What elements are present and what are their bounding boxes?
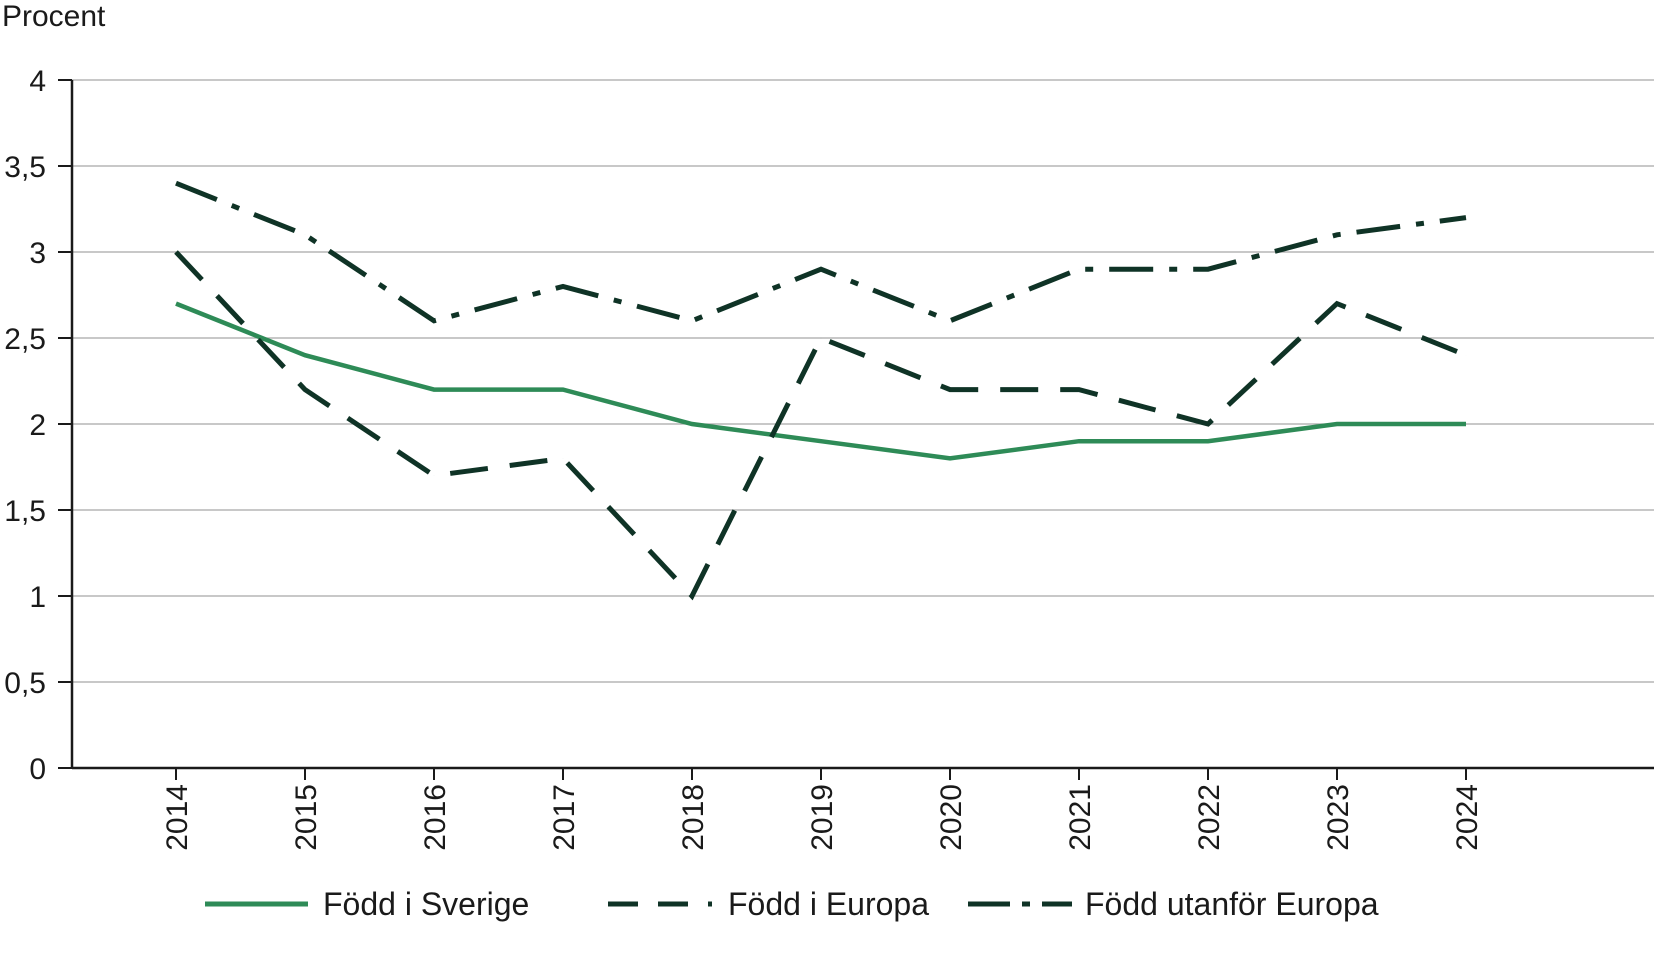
x-tick-label: 2015 (290, 784, 323, 851)
axes: Procent (2, 0, 1654, 770)
y-tick-label: 1 (29, 581, 46, 614)
x-tick-label: 2022 (1193, 784, 1226, 851)
x-tick-label: 2021 (1064, 784, 1097, 851)
x-tick-label: 2014 (161, 784, 194, 851)
x-tick-label: 2019 (806, 784, 839, 851)
x-tick-label: 2023 (1322, 784, 1355, 851)
legend: Född i Sverige Född i Europa Född utanför … (205, 886, 1379, 922)
x-tick-label: 2016 (419, 784, 452, 851)
series-line-2 (174, 250, 1467, 601)
y-tick-label: 3,5 (4, 151, 46, 184)
x-tick-label: 2024 (1451, 784, 1484, 851)
y-tick-label: 0 (29, 753, 46, 786)
y-axis-ticks: 0 0,5 1 1,5 2 2,5 3 3,5 4 (4, 65, 72, 786)
series-lines (174, 180, 1467, 601)
y-axis-title: Procent (2, 0, 106, 33)
legend-label-1: Född i Sverige (323, 886, 529, 922)
y-tick-label: 0,5 (4, 667, 46, 700)
x-tick-label: 2018 (677, 784, 710, 851)
legend-label-3: Född utanför Europa (1085, 886, 1379, 922)
y-tick-label: 2,5 (4, 323, 46, 356)
x-axis-ticks: 2014 2015 2016 2017 2018 2019 2020 2021 2022 2023… (161, 768, 1484, 851)
y-tick-label: 4 (29, 65, 46, 98)
legend-label-2: Född i Europa (728, 886, 929, 922)
x-tick-label: 2017 (548, 784, 581, 851)
y-tick-label: 1,5 (4, 495, 46, 528)
y-tick-label: 2 (29, 409, 46, 442)
x-tick-label: 2020 (935, 784, 968, 851)
y-tick-label: 3 (29, 237, 46, 270)
gridlines (72, 79, 1654, 683)
